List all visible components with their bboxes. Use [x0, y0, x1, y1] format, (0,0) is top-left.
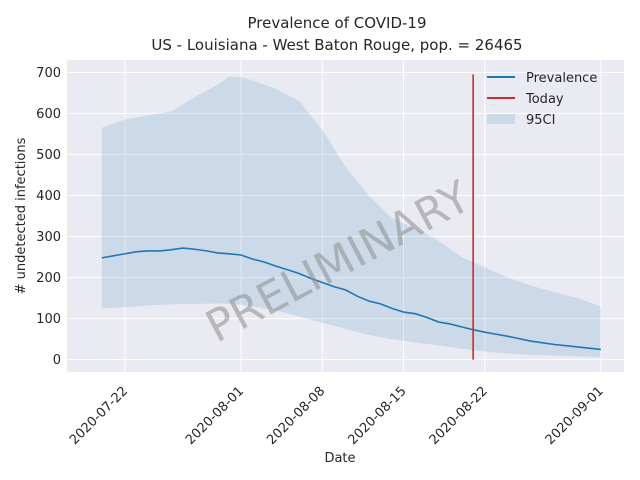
y-tick-label: 600 [36, 107, 61, 122]
ci-band-group [101, 76, 601, 358]
y-tick-label: 400 [36, 189, 61, 204]
chart-title: Prevalence of COVID-19 [247, 14, 426, 32]
legend: Prevalence Today 95CI [487, 71, 597, 128]
x-tick-label: 2020-08-01 [183, 384, 247, 448]
ci-band [101, 76, 601, 358]
x-tick-label: 2020-08-08 [264, 384, 328, 448]
y-tick-label: 200 [36, 271, 61, 286]
legend-label-today: Today [525, 92, 564, 107]
y-tick-label: 0 [53, 353, 61, 368]
chart-subtitle: US - Louisiana - West Baton Rouge, pop. … [151, 36, 522, 54]
y-tick-label: 300 [36, 230, 61, 245]
plot-area [67, 60, 624, 372]
legend-label-prevalence: Prevalence [526, 71, 597, 86]
y-axis-label: # undetected infections [14, 137, 29, 294]
x-axis-label: Date [324, 451, 355, 466]
x-tick-label: 2020-08-22 [427, 384, 491, 448]
series-lines [101, 74, 601, 360]
x-tick-label: 2020-08-15 [345, 384, 409, 448]
x-tick-labels: 2020-07-22 2020-08-01 2020-08-08 2020-08-15… [67, 384, 607, 448]
y-tick-labels: 0 100 200 300 400 500 600 700 [36, 66, 61, 368]
x-tick-label: 2020-09-01 [543, 384, 607, 448]
legend-swatch-95ci [487, 114, 515, 124]
x-tick-label: 2020-07-22 [67, 384, 131, 448]
y-tick-label: 500 [36, 148, 61, 163]
legend-label-95ci: 95CI [526, 113, 555, 128]
grid [67, 60, 624, 372]
y-tick-label: 100 [36, 312, 61, 327]
prevalence-line [101, 247, 601, 351]
y-tick-label: 700 [36, 66, 61, 81]
